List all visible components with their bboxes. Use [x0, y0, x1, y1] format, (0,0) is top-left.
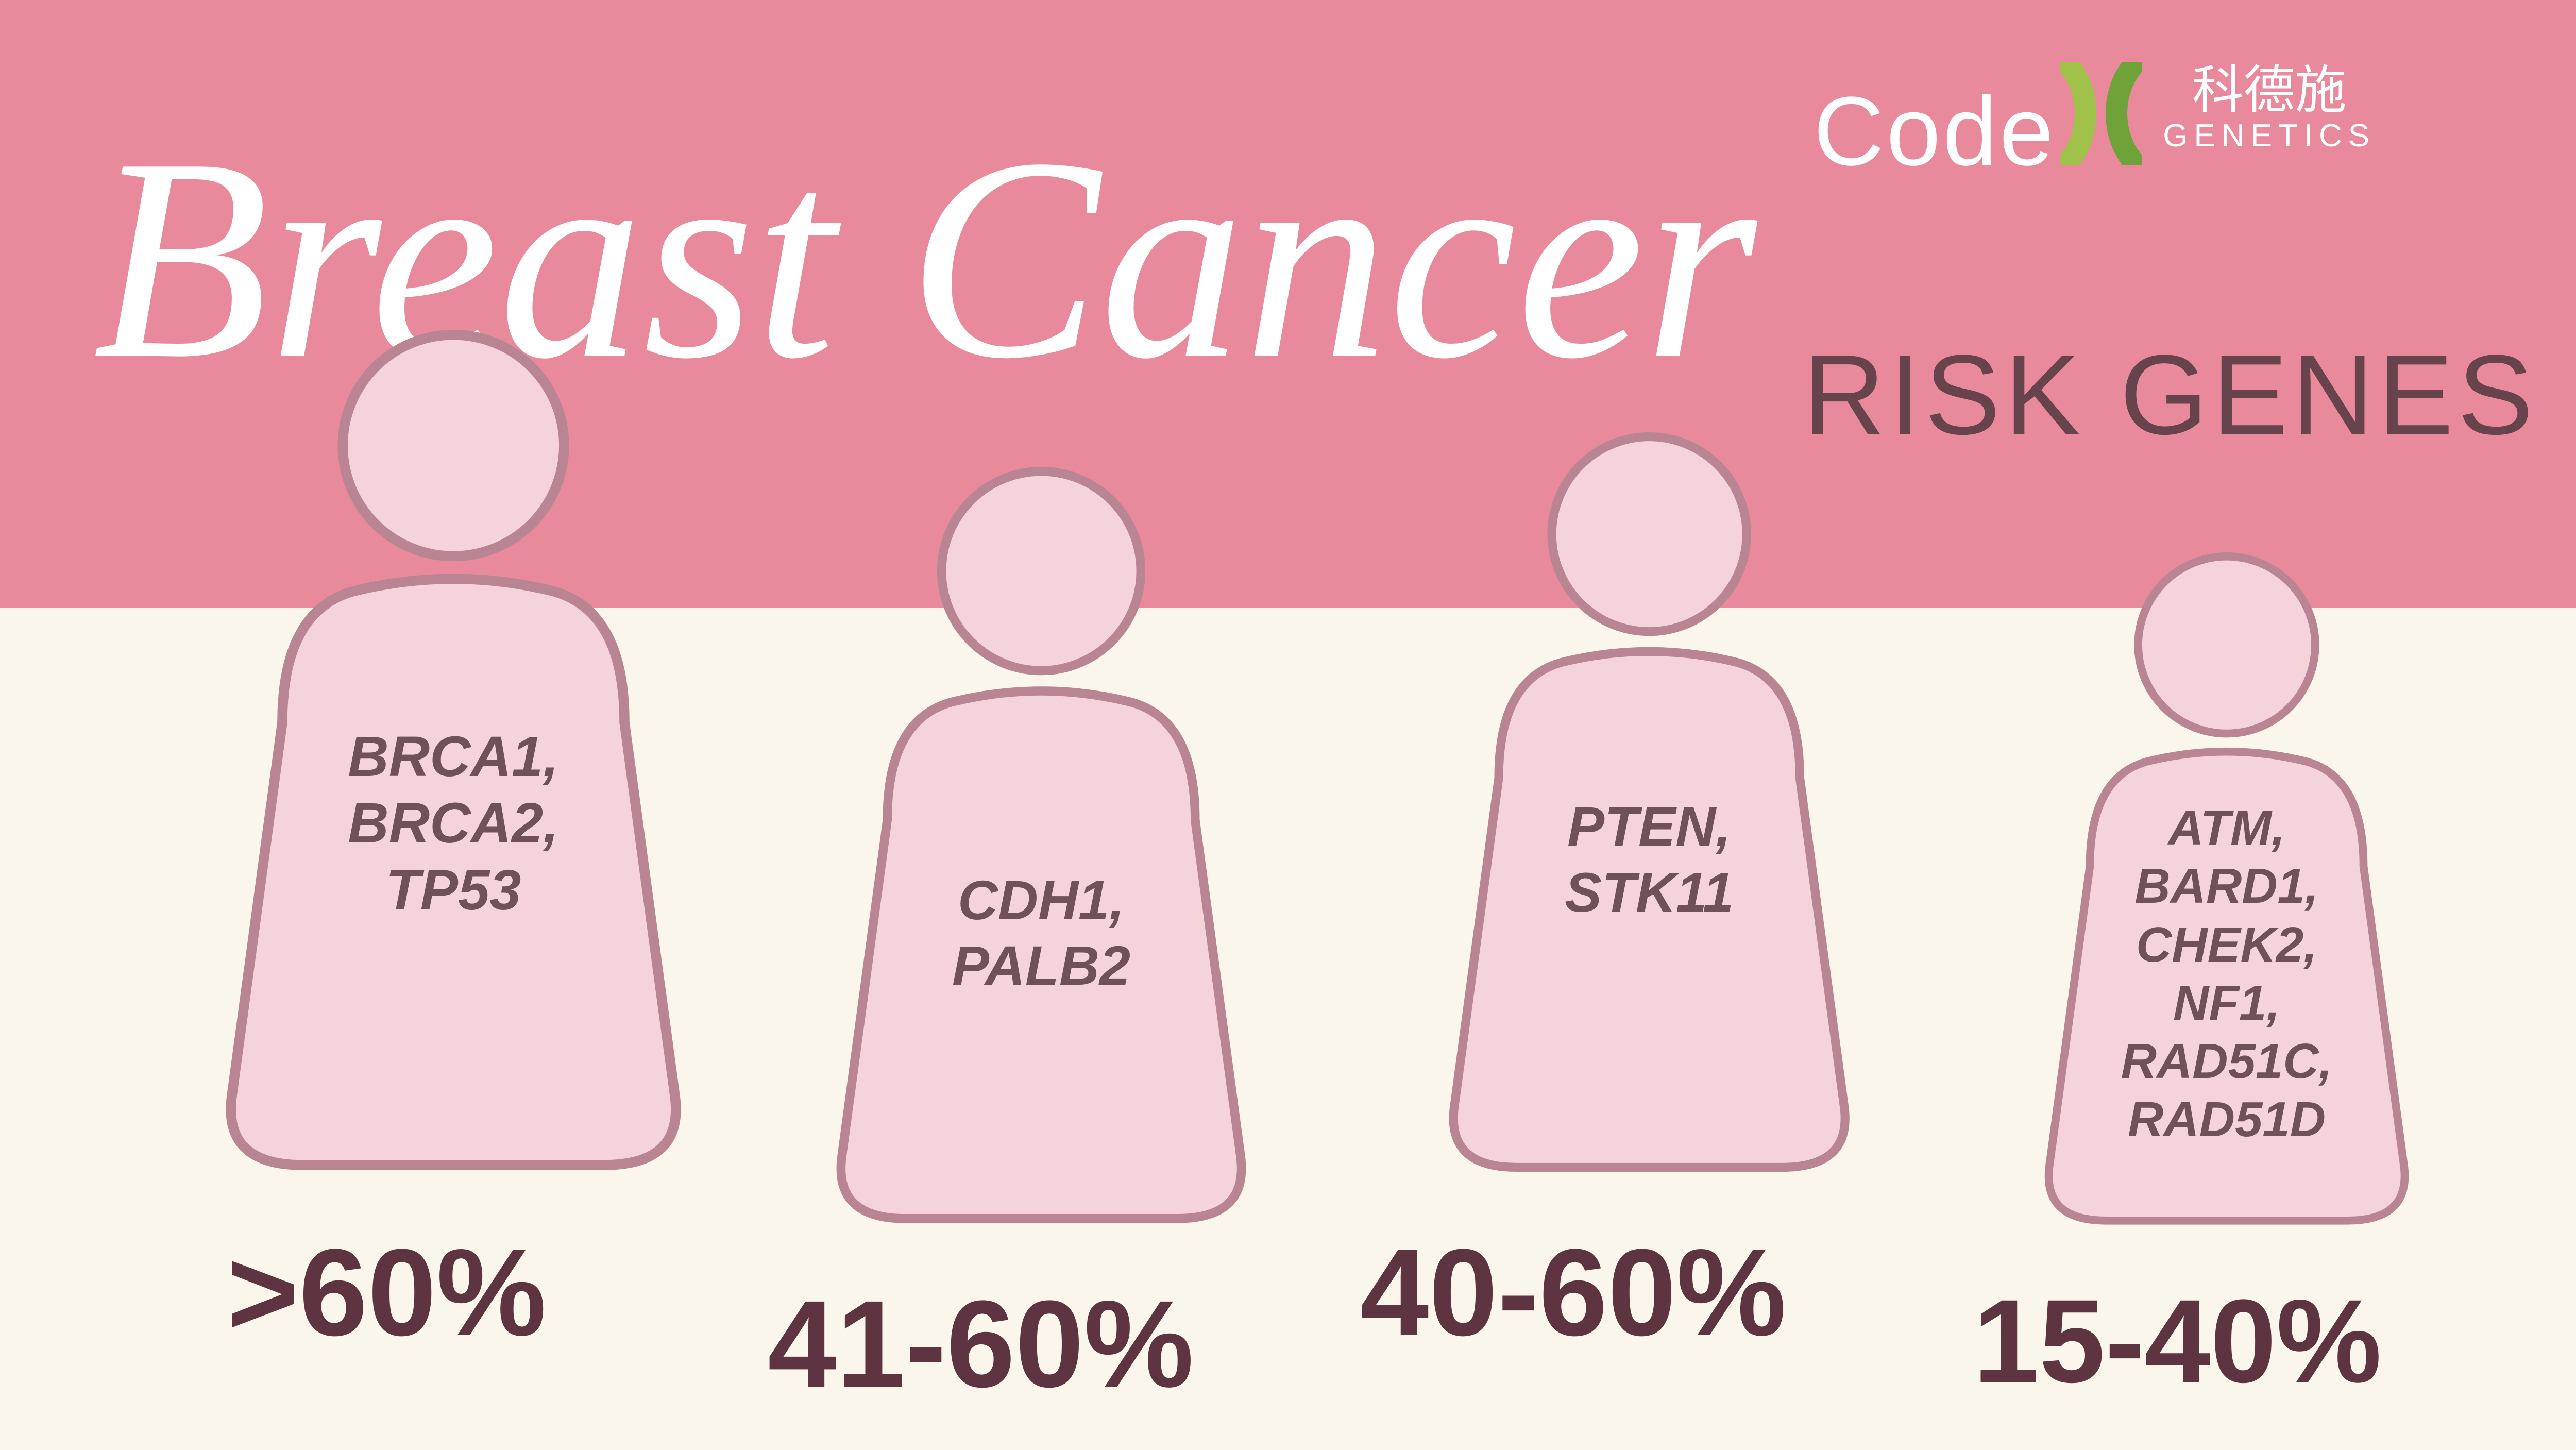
risk-percent: >60%: [227, 1221, 547, 1363]
gene-list: CDH1, PALB2: [814, 867, 1268, 999]
gene-list: PTEN, STK11: [1427, 794, 1871, 925]
gene-list: BRCA1, BRCA2, TP53: [201, 723, 706, 924]
logo-chinese: 科德施: [2192, 62, 2347, 119]
risk-percent: 40-60%: [1360, 1221, 1786, 1363]
gene-list: ATM, BARD1, CHEK2, NF1, RAD51C, RAD51D: [2025, 799, 2429, 1149]
logo-side: 科德施 GENETICS: [2163, 62, 2376, 154]
logo-text-code: Code: [1814, 75, 2056, 188]
risk-percent: 41-60%: [768, 1273, 1194, 1415]
logo-subtext: GENETICS: [2163, 119, 2376, 154]
risk-percent: 15-40%: [1973, 1273, 2382, 1409]
risk-figure-1: CDH1, PALB2: [814, 467, 1268, 1237]
logo-wordmark: Code: [1814, 62, 2142, 188]
brand-logo: Code 科德施 GENETICS: [1814, 62, 2376, 188]
risk-figure-3: ATM, BARD1, CHEK2, NF1, RAD51C, RAD51D: [2025, 552, 2429, 1237]
risk-figure-0: BRCA1, BRCA2, TP53: [201, 330, 706, 1185]
title-subtitle: RISK GENES: [1803, 330, 2537, 460]
risk-figure-2: PTEN, STK11: [1427, 432, 1871, 1185]
logo-x-icon: [2060, 62, 2142, 188]
